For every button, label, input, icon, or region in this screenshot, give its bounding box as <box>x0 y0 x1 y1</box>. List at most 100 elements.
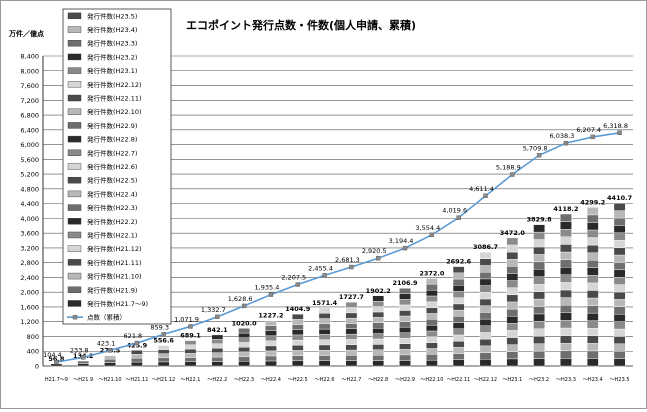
legend-item: 発行件数(H22.3) <box>67 203 137 212</box>
legend-label: 発行件数(H22.11) <box>87 94 142 103</box>
legend-item: 発行件数(H21.12) <box>67 244 142 253</box>
y-tick-label: 0 <box>35 363 39 371</box>
bar-segment <box>104 355 116 360</box>
bar-segment <box>586 229 599 238</box>
y-tick-label: 2,000 <box>20 289 39 297</box>
bar-value-label: 2106.9 <box>392 279 418 287</box>
x-tick-label: ～H21.9 <box>73 377 93 383</box>
bar-segment <box>613 314 626 322</box>
bar-segment <box>506 244 519 253</box>
bar-segment <box>318 334 331 340</box>
bar-segment <box>399 354 411 361</box>
bar <box>586 207 599 367</box>
bar-segment <box>506 301 519 310</box>
bar-segment <box>452 291 465 298</box>
line-point <box>510 172 515 177</box>
y-tick-label: 3,600 <box>20 230 39 238</box>
bar-segment <box>533 313 545 322</box>
bar-segment <box>184 348 197 354</box>
bar-segment <box>613 217 626 226</box>
bar-segment <box>291 329 304 336</box>
bar-segment <box>586 320 599 329</box>
bar-segment <box>479 345 492 353</box>
legend-item: 発行件数(H23.5) <box>67 11 137 20</box>
bar-segment <box>211 339 224 345</box>
legend-item: 発行件数(H22.6) <box>67 162 137 171</box>
bar-segment <box>265 340 277 347</box>
bar-segment <box>399 299 411 306</box>
bar-segment <box>265 350 277 357</box>
legend-label: 発行件数(H23.3) <box>87 39 137 48</box>
y-tick-label: 6,800 <box>20 112 39 120</box>
x-tick-label: H21.7～9 <box>45 377 68 383</box>
legend-label: 発行件数(H23.2) <box>87 52 137 61</box>
legend-label: 発行件数(H21.11) <box>87 258 142 267</box>
bar <box>506 237 519 367</box>
bar-segment <box>452 303 465 311</box>
bar-segment <box>560 259 572 268</box>
bar-segment <box>345 302 358 308</box>
y-tick-label: 2,800 <box>20 259 39 267</box>
bar-value-label: 2372.0 <box>419 269 445 277</box>
bar-segment <box>613 284 626 293</box>
bar-segment <box>399 349 411 356</box>
bar-segment <box>426 324 438 332</box>
bar-segment <box>265 325 277 331</box>
legend-swatch <box>67 94 82 102</box>
bar-segment <box>533 306 545 315</box>
y-tick-label: 7,200 <box>20 97 39 105</box>
legend-item: 点数（累積） <box>67 313 126 322</box>
bar-value-label: 842.1 <box>207 326 228 334</box>
bar-segment <box>426 359 438 367</box>
bar-segment <box>613 232 626 241</box>
bar-segment <box>372 360 385 367</box>
bar <box>131 350 143 367</box>
bar-segment <box>426 342 438 349</box>
y-tick-label: 3,200 <box>20 244 39 252</box>
bar-segment <box>426 307 438 314</box>
bar-value-label: 425.9 <box>127 341 148 349</box>
bar-segment <box>452 285 465 292</box>
x-tick-label: ～H23.3 <box>556 377 576 383</box>
y-tick-labels: 0 400 800 1,200 1,600 2,000 2,400 2,800 3,200 3,6… <box>20 53 39 371</box>
bar-segment <box>238 332 250 338</box>
bar-segment <box>452 353 465 360</box>
bar-segment <box>399 338 411 344</box>
line-point <box>322 273 327 278</box>
line-point <box>54 359 59 365</box>
bar-segment <box>372 306 385 313</box>
x-tick-label: ～H22.2 <box>207 377 227 383</box>
line-value-label: 2,920.5 <box>362 247 387 255</box>
bar-segment <box>560 229 572 238</box>
line-value-label: 423.1 <box>97 339 116 347</box>
bar-segment <box>372 333 385 340</box>
x-tick-labels: H21.7～9 ～H21.9 ～H21.10 ～H21.11 ～H21.12 ～H22.1… <box>45 377 630 383</box>
bar-segment <box>265 320 277 326</box>
bar-segment <box>426 336 438 343</box>
line-point <box>241 303 247 309</box>
line-layer: 104.4233.8423.1621.8859.31,071.91,332.71… <box>43 122 628 365</box>
bar-segment <box>560 350 572 359</box>
bar-value-label: 4299.2 <box>580 198 605 206</box>
bar-segment <box>560 244 572 253</box>
bar-segment <box>506 323 519 331</box>
line-series-path <box>56 132 620 363</box>
bar-value-label: 4410.7 <box>607 194 632 202</box>
bar-segment <box>506 280 519 288</box>
bar-segment <box>613 299 626 308</box>
bar-segment <box>613 358 626 367</box>
bar-segment <box>345 312 358 319</box>
y-tick-label: 8,400 <box>20 53 39 61</box>
bar-segment <box>318 318 331 325</box>
bar-segment <box>131 350 143 355</box>
bar-segment <box>372 349 385 356</box>
legend-label: 発行件数(H21.12) <box>87 244 142 253</box>
bar-segment <box>238 351 250 357</box>
bar-segment <box>533 254 545 263</box>
bar-segment <box>452 278 465 286</box>
bar-segment <box>345 355 358 361</box>
legend-item: 発行件数(H22.8) <box>67 135 137 144</box>
bar-segment <box>613 240 626 248</box>
bar-segment <box>560 358 572 367</box>
